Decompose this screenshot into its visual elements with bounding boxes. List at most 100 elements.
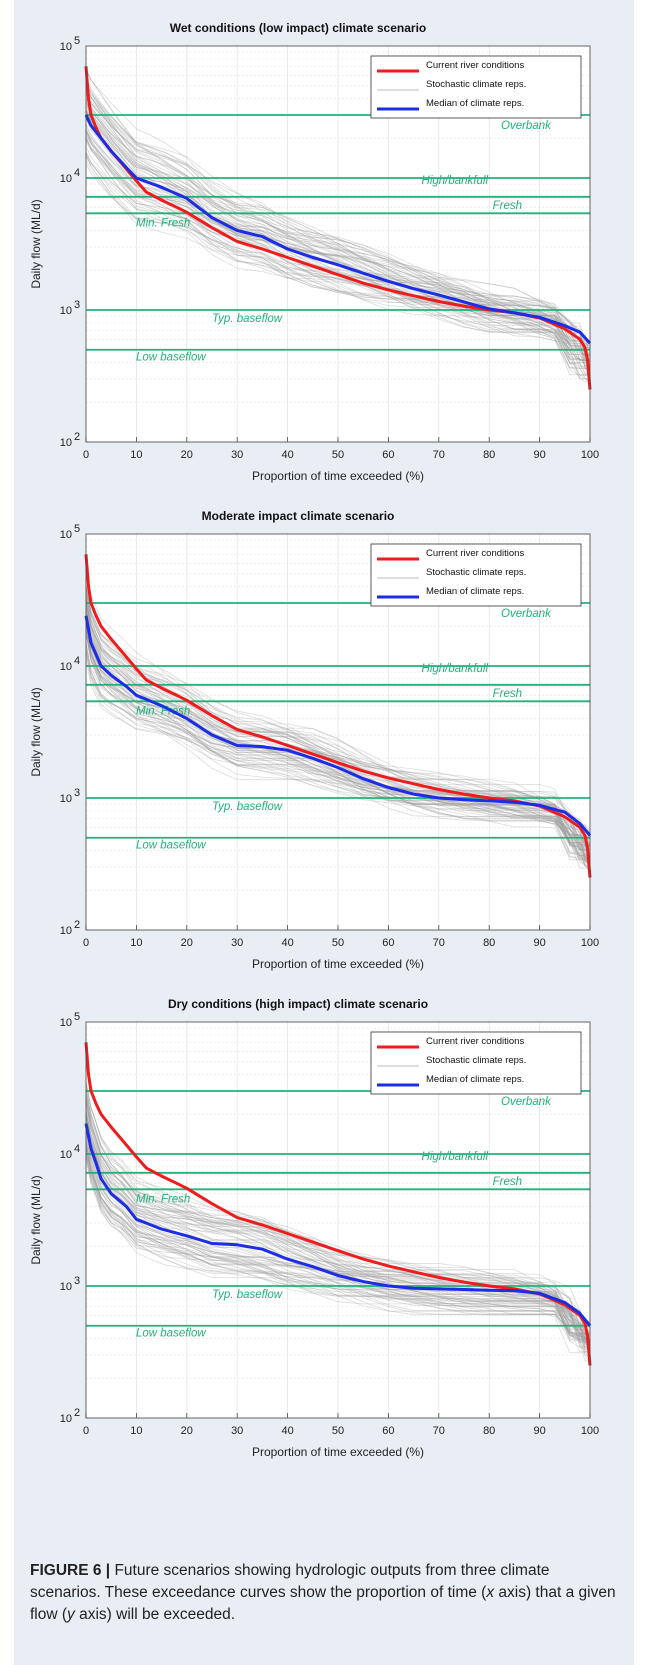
stochastic-rep-line: [85, 1123, 591, 1349]
legend-label: Stochastic climate reps.: [426, 1055, 526, 1066]
y-tick-exponent: 4: [74, 167, 80, 179]
legend: Current river conditions Stochastic clima…: [370, 1031, 582, 1095]
stochastic-rep-line: [85, 133, 591, 358]
y-tick-exponent: 3: [74, 787, 80, 799]
stochastic-rep-line: [85, 643, 590, 861]
stochastic-rep-line: [85, 86, 590, 342]
stochastic-rep-line: [85, 586, 591, 855]
y-axis-label: Daily flow (ML/d): [29, 687, 43, 776]
x-tick-label: 10: [130, 1425, 142, 1437]
stochastic-rep-line: [85, 658, 591, 867]
x-axis-label: Proportion of time exceeded (%): [252, 957, 424, 971]
stochastic-rep-line: [85, 1091, 590, 1335]
dry-scenario-chart: Dry conditions (high impact) climate sce…: [29, 997, 599, 1459]
chart-title: Wet conditions (low impact) climate scen…: [170, 21, 427, 35]
y-tick-exponent: 4: [74, 655, 80, 667]
stochastic-rep-line: [85, 123, 590, 370]
stochastic-rep-line: [85, 631, 590, 869]
stochastic-rep-line: [85, 91, 591, 354]
y-axis-label: Daily flow (ML/d): [29, 199, 43, 288]
stochastic-rep-line: [85, 128, 591, 351]
stochastic-rep-line: [85, 587, 591, 831]
stochastic-rep-line: [85, 68, 590, 355]
stochastic-rep-line: [85, 92, 590, 345]
stochastic-rep-line: [85, 641, 590, 855]
caption-x: x: [486, 1584, 495, 1601]
x-axis-label: Proportion of time exceeded (%): [252, 469, 424, 483]
stochastic-rep-line: [85, 138, 590, 367]
y-tick-label: 10: [60, 1281, 72, 1293]
y-tick-label: 10: [60, 437, 72, 449]
x-tick-label: 60: [382, 1425, 394, 1437]
stochastic-rep-line: [85, 586, 590, 851]
stochastic-rep-line: [85, 132, 590, 369]
stochastic-rep-line: [85, 99, 591, 354]
stochastic-rep-line: [85, 118, 591, 364]
stochastic-rep-line: [85, 107, 590, 358]
stochastic-rep-line: [85, 77, 590, 361]
y-tick-label: 10: [60, 529, 72, 541]
stochastic-rep-line: [85, 624, 590, 866]
stochastic-rep-line: [85, 98, 590, 356]
stochastic-rep-line: [85, 86, 591, 368]
stochastic-rep-line: [85, 1129, 591, 1340]
stochastic-rep-line: [85, 102, 590, 363]
y-tick-exponent: 2: [74, 919, 80, 931]
stochastic-rep-line: [85, 1091, 591, 1329]
stochastic-rep-line: [85, 1110, 590, 1337]
stochastic-rep-line: [85, 1094, 590, 1323]
stochastic-rep-line: [85, 130, 590, 361]
stochastic-rep-line: [85, 1143, 591, 1348]
x-tick-label: 50: [332, 937, 344, 949]
stochastic-rep-line: [85, 131, 591, 382]
stochastic-rep-line: [85, 104, 591, 359]
stochastic-rep-line: [85, 591, 590, 847]
stochastic-rep-line: [85, 80, 591, 370]
y-tick-label: 10: [60, 661, 72, 673]
stochastic-rep-line: [85, 1140, 591, 1330]
threshold-label: Low baseflow: [136, 840, 206, 852]
stochastic-rep-line: [85, 155, 590, 379]
stochastic-rep-line: [85, 588, 590, 838]
threshold-label: Overbank: [501, 120, 552, 132]
threshold-label: Low baseflow: [136, 352, 206, 364]
stochastic-rep-line: [85, 1138, 591, 1352]
moderate-scenario-chart: Moderate impact climate scenario Overbank…: [29, 509, 599, 971]
x-tick-label: 60: [382, 449, 394, 461]
legend-label: Stochastic climate reps.: [426, 567, 526, 578]
stochastic-rep-line: [85, 1116, 590, 1350]
x-axis-label: Proportion of time exceeded (%): [252, 1445, 424, 1459]
stochastic-rep-line: [85, 138, 590, 367]
y-tick-exponent: 2: [74, 1407, 80, 1419]
x-tick-label: 20: [181, 937, 193, 949]
stochastic-rep-line: [85, 650, 591, 871]
stochastic-rep-line: [85, 153, 591, 361]
stochastic-rep-line: [85, 600, 591, 865]
stochastic-rep-line: [85, 584, 590, 840]
y-tick-exponent: 5: [74, 35, 80, 47]
stochastic-rep-line: [85, 1154, 590, 1354]
stochastic-rep-line: [85, 1096, 590, 1343]
x-tick-label: 80: [483, 937, 495, 949]
stochastic-rep-line: [85, 152, 591, 386]
threshold-label: Min. Fresh: [136, 1193, 190, 1205]
stochastic-rep-line: [85, 1145, 590, 1335]
stochastic-rep-line: [85, 1157, 591, 1362]
stochastic-rep-line: [85, 625, 591, 868]
y-tick-exponent: 5: [74, 523, 80, 535]
stochastic-rep-line: [85, 609, 590, 845]
stochastic-rep-line: [85, 627, 590, 850]
stochastic-rep-line: [85, 1083, 591, 1336]
threshold-label: High/bankfull: [422, 663, 489, 675]
x-tick-label: 100: [581, 449, 599, 461]
stochastic-rep-line: [85, 1147, 590, 1348]
stochastic-rep-line: [85, 595, 590, 837]
threshold-label: Typ. baseflow: [212, 1289, 283, 1301]
stochastic-rep-line: [85, 140, 591, 362]
stochastic-rep-line: [85, 1100, 590, 1340]
threshold-label: Overbank: [501, 608, 552, 620]
stochastic-rep-line: [85, 1153, 591, 1353]
